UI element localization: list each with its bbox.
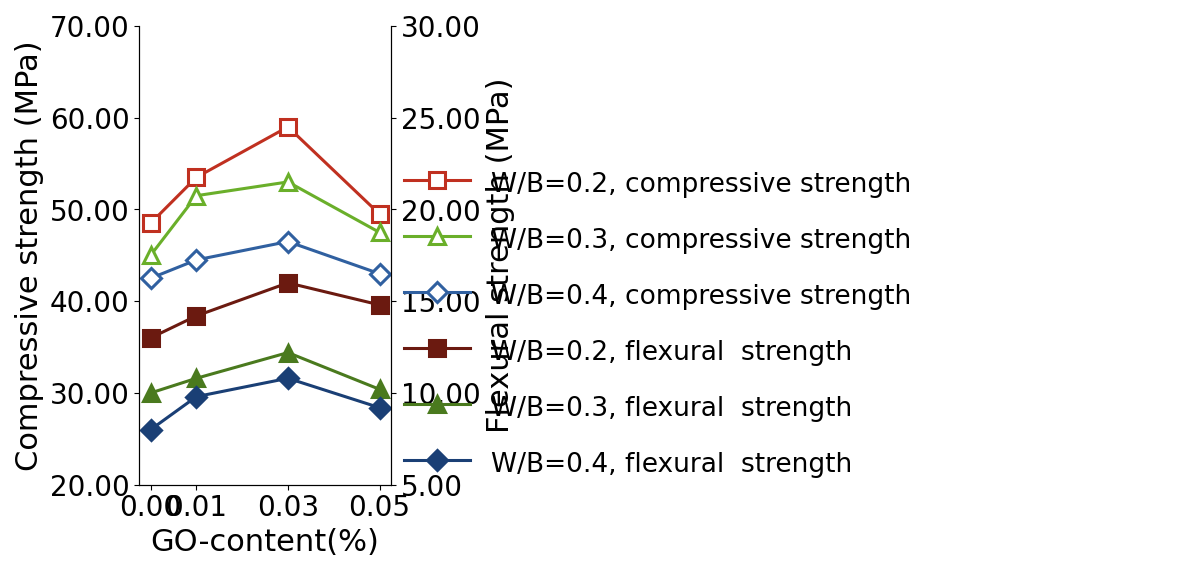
X-axis label: GO-content(%): GO-content(%) <box>151 528 379 557</box>
Y-axis label: Flexural strength (MPa): Flexural strength (MPa) <box>485 78 515 433</box>
Legend: W/B=0.2, compressive strength, W/B=0.3, compressive strength, W/B=0.4, compressi: W/B=0.2, compressive strength, W/B=0.3, … <box>404 168 910 479</box>
Y-axis label: Compressive strength (MPa): Compressive strength (MPa) <box>15 40 44 471</box>
